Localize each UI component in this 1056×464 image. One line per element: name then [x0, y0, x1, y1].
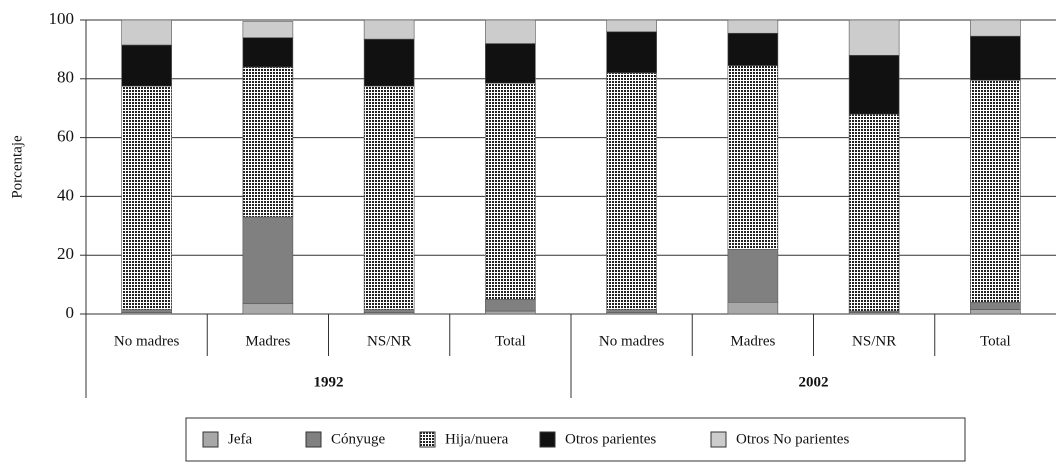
x-tick-label: No madres [599, 333, 665, 349]
bar-segment [121, 85, 172, 310]
bar-segment [363, 309, 415, 313]
bar-segment [970, 301, 1021, 310]
bar-segment [485, 82, 536, 300]
bar-segment [606, 19, 657, 33]
legend-label: Otros No parientes [736, 431, 849, 447]
x-tick-label: No madres [114, 333, 180, 349]
legend-box [185, 417, 966, 462]
bar-segment [848, 113, 900, 312]
bar-segment [970, 19, 1021, 37]
x-tick-label: Madres [245, 333, 290, 349]
x-tick-label: Total [980, 333, 1011, 349]
bar-segment [242, 303, 294, 315]
legend-label: Cónyuge [331, 431, 386, 447]
bar-segment [363, 19, 415, 40]
x-tick-label: Madres [730, 333, 775, 349]
y-axis-label: Porcentaje [9, 135, 25, 199]
group-label: 2002 [799, 374, 829, 390]
y-tick-label: 20 [57, 244, 74, 263]
legend-label: Otros parientes [565, 431, 656, 447]
x-tick-label: NS/NR [367, 333, 411, 349]
bar-segment [970, 309, 1021, 315]
legend-swatch [305, 431, 322, 448]
bar-segment [242, 66, 294, 218]
x-tick-label: Total [495, 333, 526, 349]
bar-segment [121, 19, 172, 46]
bar-segment [970, 79, 1021, 303]
bar-segment [727, 32, 779, 66]
bar-segment [121, 44, 172, 87]
bar-segment [485, 19, 536, 44]
legend-swatch [419, 431, 436, 448]
legend-swatch [202, 431, 219, 448]
bar-segment [485, 310, 536, 315]
bar-segment [606, 72, 657, 310]
bar-segment [848, 19, 900, 56]
bar-segment [727, 301, 779, 315]
bar-segment [363, 85, 415, 310]
x-tick-label: NS/NR [852, 333, 896, 349]
bar-segment [485, 43, 536, 84]
bar-segment [970, 35, 1021, 81]
bar-segment [727, 249, 779, 303]
bar-segment [606, 309, 657, 313]
y-tick-label: 80 [57, 68, 74, 87]
bar-segment [242, 37, 294, 68]
bar-segment [242, 216, 294, 305]
y-tick-label: 60 [57, 127, 74, 146]
bar-segment [121, 309, 172, 313]
bar-segment [727, 65, 779, 250]
y-tick-label: 0 [66, 303, 75, 322]
legend-swatch [710, 431, 727, 448]
bar-segment [485, 298, 536, 312]
group-label: 1992 [314, 374, 344, 390]
legend-swatch [539, 431, 556, 448]
bar-segment [848, 54, 900, 115]
bar-segment [606, 31, 657, 74]
legend-label: Hija/nuera [445, 431, 509, 447]
y-tick-label: 40 [57, 185, 74, 204]
bar-segment [727, 19, 779, 34]
legend-label: Jefa [228, 431, 252, 447]
bar-segment [242, 21, 294, 38]
y-tick-label: 100 [49, 9, 75, 28]
bar-segment [363, 38, 415, 87]
